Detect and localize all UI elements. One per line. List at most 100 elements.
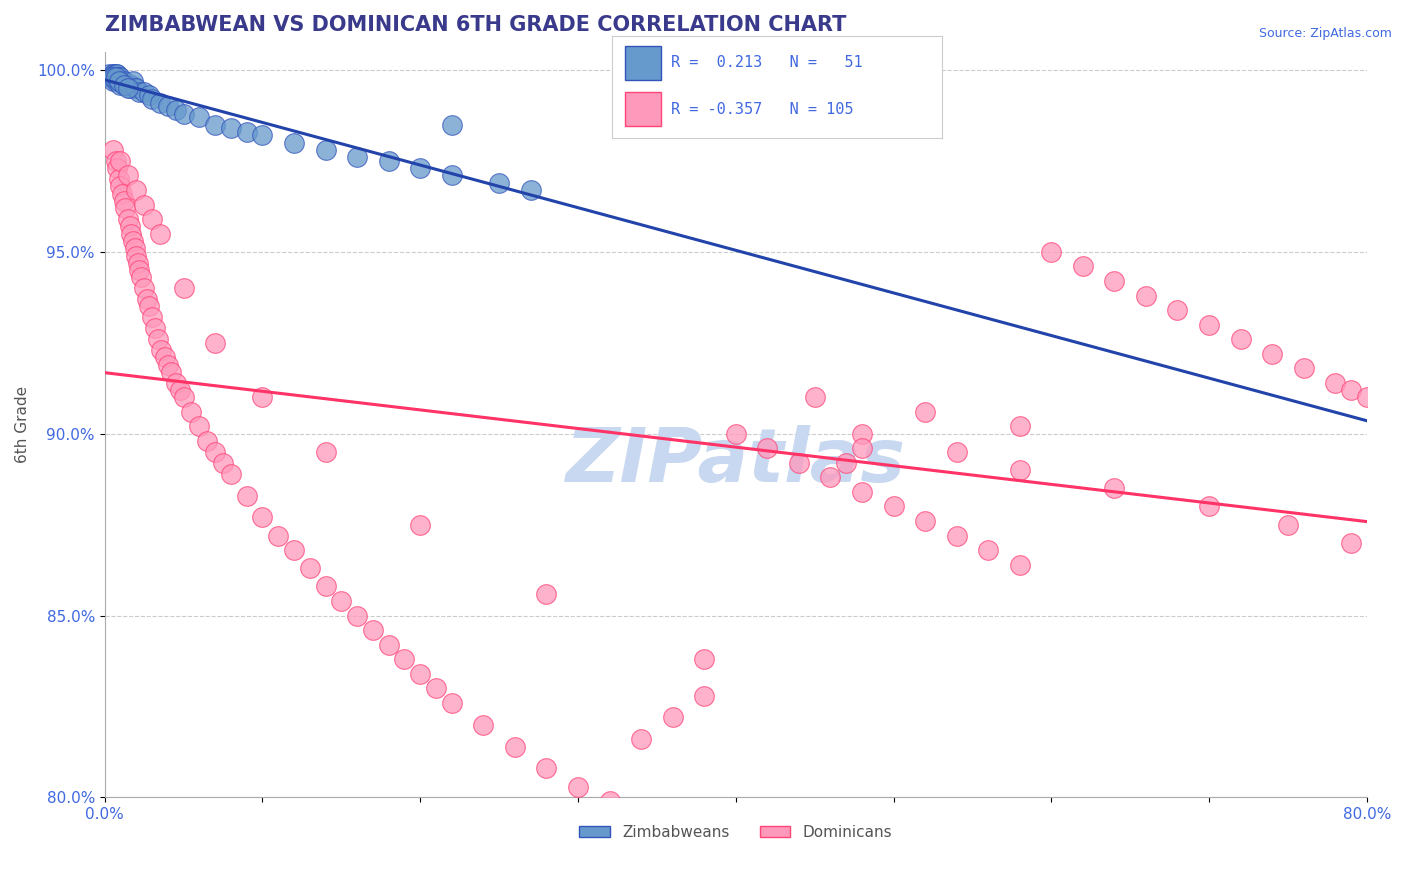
Point bbox=[283, 136, 305, 150]
Point bbox=[118, 219, 141, 234]
Point bbox=[472, 717, 495, 731]
Point bbox=[1198, 500, 1220, 514]
Point bbox=[377, 638, 399, 652]
Point bbox=[110, 153, 132, 168]
Point bbox=[1340, 383, 1362, 397]
Point bbox=[105, 67, 128, 81]
Point bbox=[112, 194, 135, 208]
Point bbox=[693, 689, 716, 703]
Point bbox=[219, 121, 242, 136]
Point bbox=[138, 88, 160, 103]
Point bbox=[204, 118, 226, 132]
Point bbox=[409, 161, 432, 176]
Point bbox=[267, 528, 290, 542]
Point bbox=[103, 67, 125, 81]
Point bbox=[101, 74, 124, 88]
Point bbox=[945, 528, 967, 542]
Point bbox=[1277, 517, 1299, 532]
Point bbox=[117, 81, 139, 95]
Point bbox=[100, 70, 122, 85]
Point bbox=[138, 300, 160, 314]
Point bbox=[141, 310, 163, 325]
Point bbox=[124, 81, 146, 95]
Point bbox=[104, 74, 127, 88]
Point bbox=[315, 580, 337, 594]
Point bbox=[252, 510, 274, 524]
Point bbox=[212, 456, 235, 470]
Point bbox=[851, 484, 873, 499]
Point bbox=[1261, 347, 1284, 361]
Point bbox=[409, 666, 432, 681]
Point bbox=[440, 696, 463, 710]
Point bbox=[724, 426, 747, 441]
Point bbox=[945, 445, 967, 459]
Text: ZIMBABWEAN VS DOMINICAN 6TH GRADE CORRELATION CHART: ZIMBABWEAN VS DOMINICAN 6TH GRADE CORREL… bbox=[104, 15, 846, 35]
Text: Source: ZipAtlas.com: Source: ZipAtlas.com bbox=[1258, 27, 1392, 40]
Point bbox=[803, 390, 825, 404]
Point bbox=[110, 179, 132, 194]
Point bbox=[128, 85, 150, 99]
Point bbox=[1008, 558, 1031, 572]
Point bbox=[661, 710, 683, 724]
Point bbox=[440, 118, 463, 132]
Point bbox=[156, 358, 179, 372]
Point bbox=[315, 445, 337, 459]
Point bbox=[125, 248, 148, 262]
Point bbox=[114, 201, 136, 215]
Point bbox=[1008, 419, 1031, 434]
Point bbox=[536, 761, 558, 775]
Point bbox=[122, 74, 145, 88]
Point bbox=[820, 470, 842, 484]
Point bbox=[756, 442, 779, 456]
Point bbox=[108, 74, 131, 88]
Point bbox=[409, 517, 432, 532]
Point bbox=[165, 376, 187, 390]
Point bbox=[440, 169, 463, 183]
Point bbox=[1324, 376, 1347, 390]
Point bbox=[127, 256, 149, 270]
Point bbox=[1292, 361, 1315, 376]
Point bbox=[188, 419, 211, 434]
Point bbox=[977, 543, 1000, 558]
Point bbox=[104, 153, 127, 168]
Point bbox=[110, 70, 132, 85]
Point bbox=[1104, 481, 1126, 495]
Point bbox=[787, 456, 810, 470]
Point bbox=[118, 81, 141, 95]
Point bbox=[101, 143, 124, 157]
Point bbox=[1198, 318, 1220, 332]
FancyBboxPatch shape bbox=[624, 92, 661, 126]
Point bbox=[173, 106, 195, 120]
Point bbox=[630, 732, 652, 747]
Point bbox=[117, 78, 139, 92]
Text: R = -0.357   N = 105: R = -0.357 N = 105 bbox=[671, 102, 853, 117]
Point bbox=[195, 434, 218, 448]
Point bbox=[693, 652, 716, 666]
Point bbox=[148, 332, 170, 346]
Point bbox=[204, 445, 226, 459]
Point bbox=[567, 780, 589, 794]
Point bbox=[125, 81, 148, 95]
Point bbox=[153, 351, 176, 365]
Point bbox=[125, 183, 148, 197]
Point bbox=[252, 390, 274, 404]
Point bbox=[108, 74, 131, 88]
Text: R =  0.213   N =   51: R = 0.213 N = 51 bbox=[671, 55, 863, 70]
Point bbox=[425, 681, 447, 696]
Point bbox=[346, 608, 368, 623]
Point bbox=[173, 390, 195, 404]
Point bbox=[141, 212, 163, 227]
Legend: Zimbabweans, Dominicans: Zimbabweans, Dominicans bbox=[574, 819, 898, 846]
Point bbox=[117, 212, 139, 227]
Point bbox=[377, 153, 399, 168]
Point bbox=[149, 227, 172, 241]
Point bbox=[105, 70, 128, 85]
Point bbox=[219, 467, 242, 481]
Point bbox=[117, 169, 139, 183]
Point bbox=[346, 150, 368, 164]
Point bbox=[156, 99, 179, 113]
Point bbox=[122, 234, 145, 248]
Point bbox=[108, 172, 131, 186]
Point bbox=[1071, 260, 1094, 274]
Point bbox=[599, 794, 621, 808]
